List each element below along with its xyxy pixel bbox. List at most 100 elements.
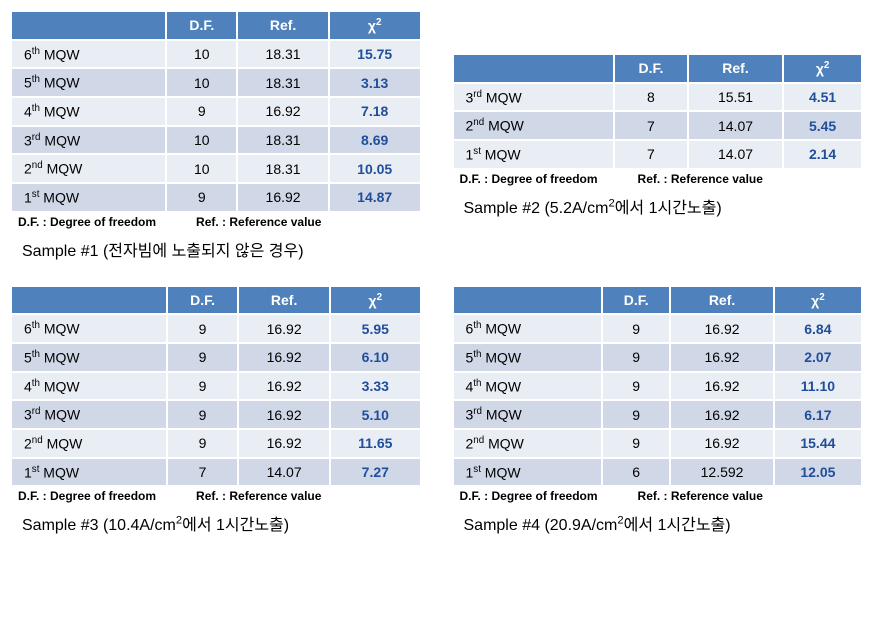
mqw-cell: 3rd MQW	[11, 400, 167, 429]
table-row: 5th MQW1018.313.13	[11, 68, 421, 97]
sample1-legend: D.F. : Degree of freedom Ref. : Referenc…	[10, 215, 422, 229]
table-header-row: D.F. Ref. χ2	[11, 11, 421, 40]
mqw-cell: 2nd MQW	[11, 429, 167, 458]
ref-cell: 18.31	[237, 40, 329, 69]
legend-ref: Ref. : Reference value	[638, 172, 763, 186]
df-cell: 9	[602, 429, 670, 458]
df-cell: 7	[167, 458, 238, 487]
col-chi: χ2	[329, 11, 421, 40]
chi-cell: 7.18	[329, 97, 421, 126]
chi-cell: 4.51	[783, 83, 862, 112]
table-header-row: D.F. Ref. χ2	[453, 286, 863, 315]
legend-ref: Ref. : Reference value	[638, 489, 763, 503]
table-row: 4th MQW916.923.33	[11, 372, 421, 401]
mqw-cell: 6th MQW	[11, 314, 167, 343]
sample3-body: 6th MQW916.925.955th MQW916.926.104th MQ…	[11, 314, 421, 486]
sample4-panel: D.F. Ref. χ2 6th MQW916.926.845th MQW916…	[452, 285, 864, 536]
chi-cell: 11.65	[330, 429, 420, 458]
legend-df: D.F. : Degree of freedom	[460, 172, 598, 186]
tables-grid: D.F. Ref. χ2 6th MQW1018.3115.755th MQW1…	[10, 10, 863, 535]
table-row: 3rd MQW815.514.51	[453, 83, 863, 112]
ref-cell: 16.92	[238, 314, 330, 343]
df-cell: 9	[602, 314, 670, 343]
chi-cell: 3.13	[329, 68, 421, 97]
mqw-cell: 3rd MQW	[453, 400, 603, 429]
ref-cell: 16.92	[237, 97, 329, 126]
df-cell: 7	[614, 140, 688, 169]
mqw-cell: 4th MQW	[11, 372, 167, 401]
df-cell: 9	[167, 314, 238, 343]
ref-cell: 18.31	[237, 126, 329, 155]
mqw-cell: 6th MQW	[11, 40, 166, 69]
col-blank	[11, 11, 166, 40]
chi-cell: 6.84	[774, 314, 862, 343]
ref-cell: 14.07	[238, 458, 330, 487]
ref-cell: 16.92	[670, 429, 773, 458]
df-cell: 9	[167, 429, 238, 458]
chi-cell: 6.10	[330, 343, 420, 372]
mqw-cell: 4th MQW	[453, 372, 603, 401]
mqw-cell: 1st MQW	[453, 140, 615, 169]
legend-df: D.F. : Degree of freedom	[18, 489, 156, 503]
chi-cell: 10.05	[329, 154, 421, 183]
df-cell: 7	[614, 111, 688, 140]
chi-cell: 15.44	[774, 429, 862, 458]
ref-cell: 16.92	[238, 400, 330, 429]
table-row: 5th MQW916.926.10	[11, 343, 421, 372]
df-cell: 6	[602, 458, 670, 487]
ref-cell: 16.92	[238, 343, 330, 372]
mqw-cell: 3rd MQW	[11, 126, 166, 155]
ref-cell: 18.31	[237, 154, 329, 183]
legend-ref: Ref. : Reference value	[196, 215, 321, 229]
sample4-table: D.F. Ref. χ2 6th MQW916.926.845th MQW916…	[452, 285, 864, 488]
ref-cell: 15.51	[688, 83, 783, 112]
mqw-cell: 2nd MQW	[453, 111, 615, 140]
col-df: D.F.	[602, 286, 670, 315]
col-df: D.F.	[614, 54, 688, 83]
df-cell: 10	[166, 40, 237, 69]
df-cell: 8	[614, 83, 688, 112]
ref-cell: 18.31	[237, 68, 329, 97]
table-row: 1st MQW612.59212.05	[453, 458, 863, 487]
legend-df: D.F. : Degree of freedom	[460, 489, 598, 503]
sample3-caption: Sample #3 (10.4A/cm2에서 1시간노출)	[10, 511, 422, 535]
chi-cell: 2.07	[774, 343, 862, 372]
ref-cell: 14.07	[688, 111, 783, 140]
df-cell: 9	[167, 400, 238, 429]
mqw-cell: 2nd MQW	[11, 154, 166, 183]
table-row: 3rd MQW1018.318.69	[11, 126, 421, 155]
df-cell: 9	[602, 343, 670, 372]
col-ref: Ref.	[670, 286, 773, 315]
mqw-cell: 2nd MQW	[453, 429, 603, 458]
df-cell: 9	[167, 372, 238, 401]
df-cell: 9	[602, 372, 670, 401]
table-row: 3rd MQW916.926.17	[453, 400, 863, 429]
chi-cell: 3.33	[330, 372, 420, 401]
df-cell: 9	[166, 183, 237, 212]
table-header-row: D.F. Ref. χ2	[11, 286, 421, 315]
table-row: 5th MQW916.922.07	[453, 343, 863, 372]
mqw-cell: 5th MQW	[453, 343, 603, 372]
table-row: 4th MQW916.927.18	[11, 97, 421, 126]
chi-cell: 7.27	[330, 458, 420, 487]
sample2-table: D.F. Ref. χ2 3rd MQW815.514.512nd MQW714…	[452, 53, 864, 170]
table-row: 3rd MQW916.925.10	[11, 400, 421, 429]
ref-cell: 16.92	[238, 372, 330, 401]
sample4-body: 6th MQW916.926.845th MQW916.922.074th MQ…	[453, 314, 863, 486]
chi-cell: 15.75	[329, 40, 421, 69]
df-cell: 9	[166, 97, 237, 126]
col-ref: Ref.	[238, 286, 330, 315]
chi-cell: 6.17	[774, 400, 862, 429]
table-row: 2nd MQW714.075.45	[453, 111, 863, 140]
table-row: 1st MQW714.072.14	[453, 140, 863, 169]
col-df: D.F.	[166, 11, 237, 40]
table-row: 2nd MQW916.9211.65	[11, 429, 421, 458]
sample1-body: 6th MQW1018.3115.755th MQW1018.313.134th…	[11, 40, 421, 212]
col-blank	[11, 286, 167, 315]
col-ref: Ref.	[688, 54, 783, 83]
df-cell: 9	[602, 400, 670, 429]
sample3-panel: D.F. Ref. χ2 6th MQW916.925.955th MQW916…	[10, 285, 422, 536]
table-row: 1st MQW714.077.27	[11, 458, 421, 487]
table-row: 1st MQW916.9214.87	[11, 183, 421, 212]
mqw-cell: 3rd MQW	[453, 83, 615, 112]
